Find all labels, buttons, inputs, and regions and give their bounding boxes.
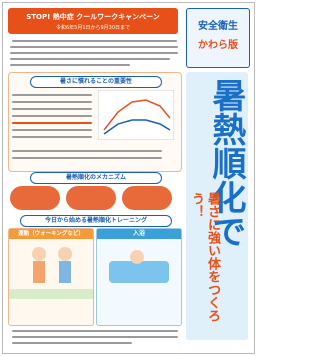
logo-top: 安全衛生 [187, 17, 249, 32]
walking-illustration [9, 239, 93, 299]
text-line [10, 58, 170, 60]
text-line [12, 115, 92, 117]
section-heading: 暑熱順化のメカニズム [30, 172, 162, 184]
text-line [12, 94, 92, 96]
text-line [12, 122, 92, 124]
text-line [12, 108, 92, 110]
text-line [12, 157, 162, 159]
shape [32, 247, 46, 261]
text-line [12, 150, 162, 152]
text-line [12, 342, 132, 344]
shape [130, 250, 144, 264]
shape [109, 261, 169, 283]
text-line [10, 52, 178, 54]
text-line [12, 330, 178, 332]
text-line [12, 136, 92, 138]
chart-illustration [98, 90, 174, 140]
mechanism-step [10, 186, 60, 210]
shape [9, 289, 93, 299]
text-line [12, 336, 178, 338]
section-heading: 暑さに慣れることの重要性 [30, 76, 162, 88]
page: STOP! 熱中症 クールワークキャンペーン 令和6年5月1日から9月30日まで… [0, 0, 257, 356]
section-heading: 今日から始める暑熱順化トレーニング [20, 215, 172, 227]
text-line [12, 101, 92, 103]
text-line [10, 64, 130, 66]
text-line [10, 46, 178, 48]
period: 令和6年5月1日から9月30日まで [8, 24, 178, 31]
walking-panel: 運動（ウォーキングなど） [8, 228, 94, 326]
mechanism-step [122, 186, 172, 210]
shape [58, 247, 72, 261]
shape [33, 261, 45, 283]
logo: 安全衛生 かわら版 [186, 8, 250, 68]
bathing-title: 入浴 [97, 229, 181, 239]
shape [98, 90, 174, 140]
title: STOP! 熱中症 クールワークキャンペーン [8, 12, 178, 22]
bathing-panel: 入浴 [96, 228, 182, 326]
text-line [12, 129, 92, 131]
side-subtitle: 暑さに強い体をつくろう！ [188, 192, 220, 340]
title-banner: STOP! 熱中症 クールワークキャンペーン 令和6年5月1日から9月30日まで [8, 8, 178, 34]
text-line [12, 40, 177, 42]
mechanism-step [66, 186, 116, 210]
side-panel: 暑熱順化で 暑さに強い体をつくろう！ [186, 72, 248, 340]
bathing-illustration [97, 239, 181, 289]
logo-bottom: かわら版 [187, 36, 249, 51]
shape [59, 261, 71, 283]
walking-title: 運動（ウォーキングなど） [9, 229, 93, 239]
